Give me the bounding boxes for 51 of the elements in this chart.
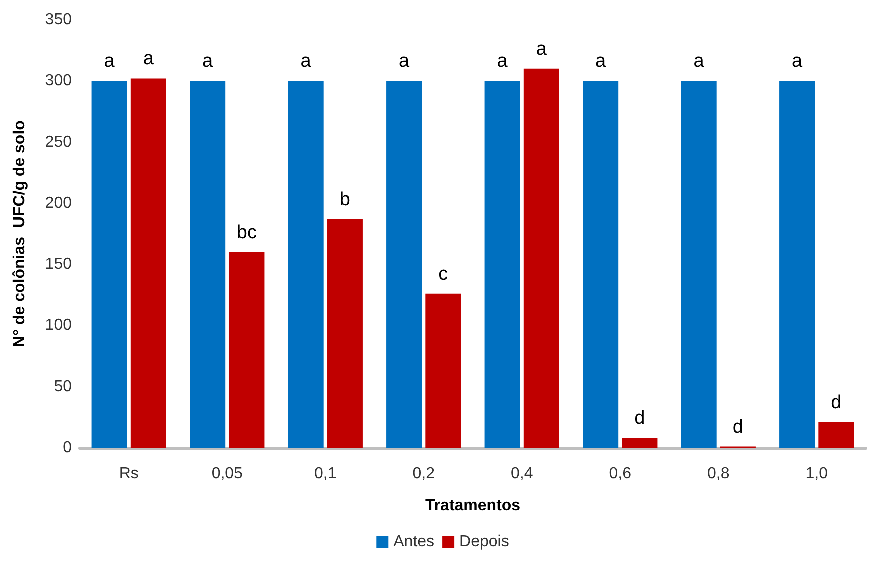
bar bbox=[386, 81, 422, 448]
y-tick-label: 100 bbox=[45, 317, 72, 334]
bar bbox=[484, 81, 520, 448]
y-tick-label: 350 bbox=[45, 12, 72, 28]
y-tick-label: 150 bbox=[45, 256, 72, 274]
data-label: bc bbox=[236, 222, 257, 244]
bar bbox=[130, 78, 166, 448]
data-label: a bbox=[202, 51, 214, 72]
bar bbox=[92, 81, 128, 448]
bar bbox=[229, 252, 265, 448]
x-tick-label: Rs bbox=[119, 466, 139, 482]
x-tick-label: 0,6 bbox=[609, 466, 632, 482]
data-label: a bbox=[792, 51, 804, 72]
x-tick-label: 1,0 bbox=[806, 466, 828, 482]
bar bbox=[818, 422, 854, 448]
y-tick-label: 0 bbox=[63, 440, 72, 456]
data-label: a bbox=[143, 48, 154, 70]
bar bbox=[583, 81, 619, 448]
legend-label: Antes bbox=[394, 534, 435, 550]
x-tick-label: 0,2 bbox=[412, 466, 436, 482]
y-tick-label: 300 bbox=[45, 72, 72, 90]
data-label: c bbox=[438, 264, 448, 285]
y-tick-label: 50 bbox=[54, 378, 72, 396]
data-label: a bbox=[694, 51, 705, 72]
bar bbox=[780, 81, 816, 448]
x-tick-label: 0,8 bbox=[708, 466, 730, 482]
data-label: b bbox=[340, 189, 350, 210]
data-label: d bbox=[831, 392, 842, 414]
data-label: a bbox=[596, 51, 607, 72]
data-label: a bbox=[104, 51, 116, 72]
bar bbox=[426, 294, 462, 448]
bar bbox=[288, 81, 324, 448]
x-tick-label: 0,4 bbox=[511, 466, 534, 482]
data-label: d bbox=[732, 416, 744, 438]
y-tick-label: 250 bbox=[45, 134, 72, 151]
y-axis-title: N° de colônias UFC/g de solo bbox=[12, 120, 28, 348]
data-label: a bbox=[497, 51, 508, 72]
bar bbox=[524, 68, 560, 448]
bar bbox=[327, 219, 363, 448]
data-label: a bbox=[536, 38, 548, 60]
data-label: d bbox=[634, 408, 646, 430]
x-tick-label: 0,05 bbox=[212, 466, 244, 482]
legend-label: Depois bbox=[460, 534, 510, 550]
x-axis-title: Tratamentos bbox=[425, 498, 521, 514]
bar bbox=[622, 438, 658, 448]
bar bbox=[190, 81, 226, 448]
data-label: a bbox=[300, 51, 312, 72]
bar bbox=[681, 81, 717, 448]
y-tick-label: 200 bbox=[45, 194, 72, 212]
data-label: a bbox=[399, 51, 410, 72]
x-tick-label: 0,1 bbox=[314, 466, 337, 482]
